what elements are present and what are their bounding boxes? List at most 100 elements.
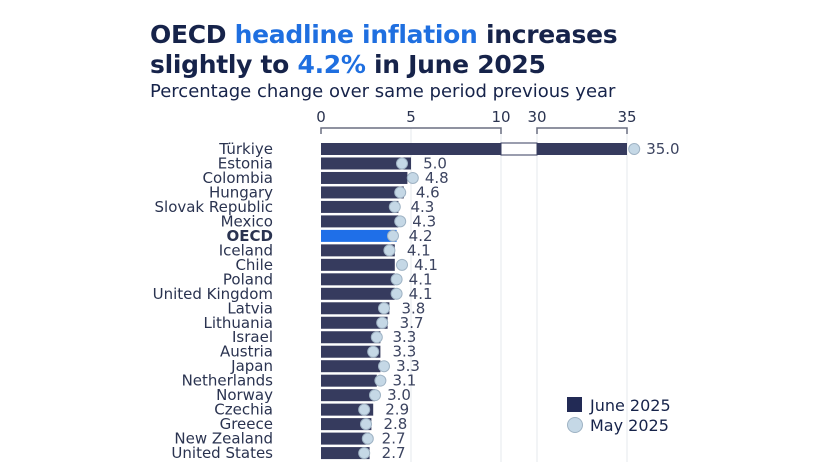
data-label: 4.8 — [425, 169, 449, 187]
title-text: in June 2025 — [365, 50, 546, 79]
data-label: 4.3 — [412, 212, 436, 230]
category-label: New Zealand — [174, 430, 273, 448]
axis-tick-label: 5 — [406, 108, 416, 126]
bar-june-2025 — [321, 432, 370, 445]
category-label: Chile — [235, 256, 273, 274]
axis-line — [536, 127, 628, 134]
bar-june-2025 — [321, 143, 627, 155]
legend-label-may: May 2025 — [590, 416, 669, 435]
bar-june-2025 — [321, 229, 397, 242]
dot-may-2025 — [378, 302, 390, 315]
bar-june-2025 — [321, 360, 381, 373]
title-highlight: headline inflation — [234, 20, 478, 49]
category-label: Estonia — [218, 154, 273, 172]
category-label: Mexico — [221, 212, 273, 230]
category-label: Slovak Republic — [155, 198, 274, 216]
bar-june-2025 — [321, 287, 395, 300]
data-label: 2.7 — [382, 444, 406, 462]
bar-june-2025 — [321, 316, 388, 329]
bar-june-2025 — [321, 244, 395, 257]
title-highlight: 4.2% — [297, 50, 366, 79]
category-label: Czechia — [214, 401, 273, 419]
dot-may-2025 — [387, 229, 399, 242]
data-label: 3.0 — [387, 386, 411, 404]
category-label: Netherlands — [182, 372, 274, 390]
bar-june-2025 — [321, 157, 411, 170]
data-label: 3.3 — [392, 328, 416, 346]
category-label: Türkiye — [218, 140, 273, 158]
data-label: 4.1 — [409, 285, 433, 303]
dot-may-2025 — [370, 331, 383, 344]
legend-swatch-june — [567, 397, 582, 412]
bar-june-2025 — [321, 302, 390, 315]
data-label: 4.1 — [409, 270, 433, 288]
axis-line — [320, 127, 502, 134]
data-label: 2.8 — [383, 415, 407, 433]
chart-title: OECD headline inflation increases slight… — [150, 20, 618, 80]
data-label: 35.0 — [646, 140, 679, 158]
category-label: OECD — [227, 227, 273, 245]
data-label: 4.2 — [409, 227, 433, 245]
category-label: Japan — [230, 357, 273, 375]
data-label: 3.3 — [396, 357, 420, 375]
data-label: 4.6 — [416, 183, 440, 201]
axis-tick-label: 30 — [527, 108, 546, 126]
dot-may-2025 — [396, 258, 408, 271]
axis-tick-label: 10 — [491, 108, 510, 126]
category-label: Colombia — [203, 169, 274, 187]
dot-may-2025 — [376, 316, 389, 329]
category-label: Austria — [220, 343, 273, 361]
category-label: Hungary — [209, 183, 273, 201]
legend-label-june: June 2025 — [589, 396, 671, 415]
axis-break — [500, 142, 538, 156]
bar-june-2025 — [321, 389, 375, 402]
dot-may-2025 — [394, 215, 407, 228]
bar-june-2025 — [321, 447, 370, 460]
category-label: Greece — [220, 415, 273, 433]
dot-may-2025 — [361, 432, 374, 445]
data-label: 2.9 — [385, 401, 409, 419]
category-label: Latvia — [227, 299, 273, 317]
dot-may-2025 — [360, 418, 372, 431]
bar-june-2025 — [321, 258, 395, 271]
dot-may-2025 — [374, 374, 387, 387]
dot-may-2025 — [358, 403, 371, 416]
dot-may-2025 — [628, 143, 641, 155]
dot-may-2025 — [394, 186, 407, 199]
data-label: 4.1 — [407, 241, 431, 259]
axis-tick-label: 0 — [316, 108, 326, 126]
data-label: 3.3 — [392, 343, 416, 361]
category-label: Poland — [223, 270, 273, 288]
bar-june-2025 — [321, 215, 399, 228]
data-label: 4.3 — [410, 198, 434, 216]
dot-may-2025 — [388, 200, 401, 213]
bar-june-2025 — [321, 273, 395, 286]
bar-june-2025 — [321, 331, 381, 344]
bar-june-2025 — [321, 418, 372, 431]
chart-subtitle: Percentage change over same period previ… — [150, 81, 616, 102]
bar-june-2025 — [321, 186, 404, 199]
axis-tick-label: 35 — [617, 108, 636, 126]
dot-may-2025 — [358, 447, 371, 460]
data-label: 4.1 — [414, 256, 438, 274]
dot-may-2025 — [390, 273, 403, 286]
data-label: 3.7 — [400, 314, 424, 332]
bar-june-2025 — [321, 171, 408, 184]
legend-swatch-may — [567, 417, 583, 433]
title-text: slightly to — [150, 50, 298, 79]
dot-may-2025 — [406, 171, 419, 184]
dot-may-2025 — [396, 157, 408, 170]
category-label: United Kingdom — [153, 285, 273, 303]
dot-may-2025 — [390, 287, 403, 300]
bar-june-2025 — [321, 374, 377, 387]
bar-june-2025 — [321, 200, 399, 213]
dot-may-2025 — [383, 244, 396, 257]
category-label: Israel — [232, 328, 273, 346]
category-label: United States — [171, 444, 273, 462]
dot-may-2025 — [367, 345, 380, 358]
data-label: 3.1 — [392, 372, 416, 390]
data-label: 5.0 — [423, 154, 447, 172]
bar-june-2025 — [321, 345, 381, 358]
title-text: OECD — [150, 20, 235, 49]
category-label: Norway — [216, 386, 273, 404]
